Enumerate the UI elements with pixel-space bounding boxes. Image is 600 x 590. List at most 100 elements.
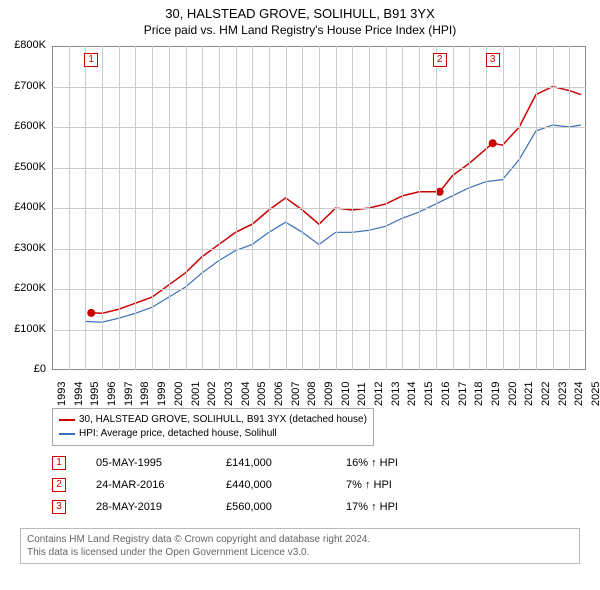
sale-marker-number: 1 <box>84 53 98 67</box>
sales-row: 3 28-MAY-2019£560,00017% ↑ HPI <box>52 496 446 518</box>
x-gridline <box>553 46 554 370</box>
y-tick-label: £700K <box>0 80 46 92</box>
legend-swatch <box>59 419 75 421</box>
x-gridline <box>236 46 237 370</box>
x-tick-label: 1995 <box>89 376 101 406</box>
legend: 30, HALSTEAD GROVE, SOLIHULL, B91 3YX (d… <box>52 408 374 446</box>
x-tick-label: 2011 <box>356 376 368 406</box>
y-tick-label: £600K <box>0 120 46 132</box>
x-gridline <box>419 46 420 370</box>
y-tick-label: £100K <box>0 323 46 335</box>
x-tick-label: 2010 <box>340 376 352 406</box>
x-tick-label: 2018 <box>473 376 485 406</box>
x-tick-label: 1999 <box>156 376 168 406</box>
legend-item: 30, HALSTEAD GROVE, SOLIHULL, B91 3YX (d… <box>59 413 367 427</box>
x-gridline <box>336 46 337 370</box>
sales-row-price: £141,000 <box>226 457 346 469</box>
sales-row-number: 2 <box>52 478 66 492</box>
sale-marker-number: 3 <box>486 53 500 67</box>
x-tick-label: 2003 <box>223 376 235 406</box>
x-gridline <box>436 46 437 370</box>
x-tick-label: 2019 <box>490 376 502 406</box>
sales-row-date: 05-MAY-1995 <box>96 457 226 469</box>
sales-row-number: 1 <box>52 456 66 470</box>
x-tick-label: 2005 <box>256 376 268 406</box>
x-tick-label: 2017 <box>457 376 469 406</box>
footer-line2: This data is licensed under the Open Gov… <box>27 546 573 559</box>
x-gridline <box>469 46 470 370</box>
sales-row-date: 28-MAY-2019 <box>96 501 226 513</box>
x-tick-label: 2014 <box>406 376 418 406</box>
y-tick-label: £800K <box>0 39 46 51</box>
x-tick-label: 1996 <box>106 376 118 406</box>
x-gridline <box>369 46 370 370</box>
x-tick-label: 2008 <box>306 376 318 406</box>
x-tick-label: 2000 <box>173 376 185 406</box>
legend-label: HPI: Average price, detached house, Soli… <box>79 427 277 441</box>
sale-marker-number: 2 <box>433 53 447 67</box>
x-gridline <box>119 46 120 370</box>
x-gridline <box>352 46 353 370</box>
x-tick-label: 2012 <box>373 376 385 406</box>
x-tick-label: 2020 <box>507 376 519 406</box>
legend-item: HPI: Average price, detached house, Soli… <box>59 427 367 441</box>
x-gridline <box>319 46 320 370</box>
legend-label: 30, HALSTEAD GROVE, SOLIHULL, B91 3YX (d… <box>79 413 367 427</box>
footer-attribution: Contains HM Land Registry data © Crown c… <box>20 528 580 564</box>
x-tick-label: 2025 <box>590 376 600 406</box>
sales-row-price: £440,000 <box>226 479 346 491</box>
legend-swatch <box>59 433 75 435</box>
footer-line1: Contains HM Land Registry data © Crown c… <box>27 533 573 546</box>
sales-row-date: 24-MAR-2016 <box>96 479 226 491</box>
x-gridline <box>85 46 86 370</box>
x-tick-label: 2002 <box>206 376 218 406</box>
x-tick-label: 2001 <box>190 376 202 406</box>
x-tick-label: 2021 <box>523 376 535 406</box>
y-tick-label: £300K <box>0 242 46 254</box>
x-tick-label: 2024 <box>573 376 585 406</box>
x-tick-label: 1993 <box>56 376 68 406</box>
y-tick-label: £200K <box>0 282 46 294</box>
x-gridline <box>152 46 153 370</box>
y-tick-label: £500K <box>0 161 46 173</box>
x-gridline <box>453 46 454 370</box>
sales-row-number: 3 <box>52 500 66 514</box>
x-gridline <box>169 46 170 370</box>
sale-marker-dot <box>87 309 95 317</box>
sales-row-hpi: 16% ↑ HPI <box>346 457 446 469</box>
sale-marker-dot <box>436 188 444 196</box>
x-tick-label: 2015 <box>423 376 435 406</box>
sales-row-hpi: 17% ↑ HPI <box>346 501 446 513</box>
x-tick-label: 1994 <box>73 376 85 406</box>
x-gridline <box>69 46 70 370</box>
x-gridline <box>135 46 136 370</box>
x-gridline <box>286 46 287 370</box>
x-gridline <box>536 46 537 370</box>
sales-row: 1 05-MAY-1995£141,00016% ↑ HPI <box>52 452 446 474</box>
x-gridline <box>402 46 403 370</box>
x-gridline <box>252 46 253 370</box>
x-gridline <box>186 46 187 370</box>
x-gridline <box>102 46 103 370</box>
x-tick-label: 1997 <box>123 376 135 406</box>
x-gridline <box>302 46 303 370</box>
x-tick-label: 2022 <box>540 376 552 406</box>
x-tick-label: 2009 <box>323 376 335 406</box>
x-tick-label: 2004 <box>240 376 252 406</box>
x-tick-label: 1998 <box>139 376 151 406</box>
sales-table: 1 05-MAY-1995£141,00016% ↑ HPI 2 24-MAR-201… <box>52 452 446 518</box>
x-gridline <box>219 46 220 370</box>
x-gridline <box>386 46 387 370</box>
sales-row-price: £560,000 <box>226 501 346 513</box>
x-gridline <box>486 46 487 370</box>
series-line <box>85 125 581 322</box>
x-tick-label: 2013 <box>390 376 402 406</box>
x-gridline <box>202 46 203 370</box>
sale-marker-dot <box>489 139 497 147</box>
x-gridline <box>569 46 570 370</box>
x-gridline <box>269 46 270 370</box>
x-tick-label: 2006 <box>273 376 285 406</box>
x-tick-label: 2016 <box>440 376 452 406</box>
sales-row: 2 24-MAR-2016£440,0007% ↑ HPI <box>52 474 446 496</box>
sales-row-hpi: 7% ↑ HPI <box>346 479 446 491</box>
